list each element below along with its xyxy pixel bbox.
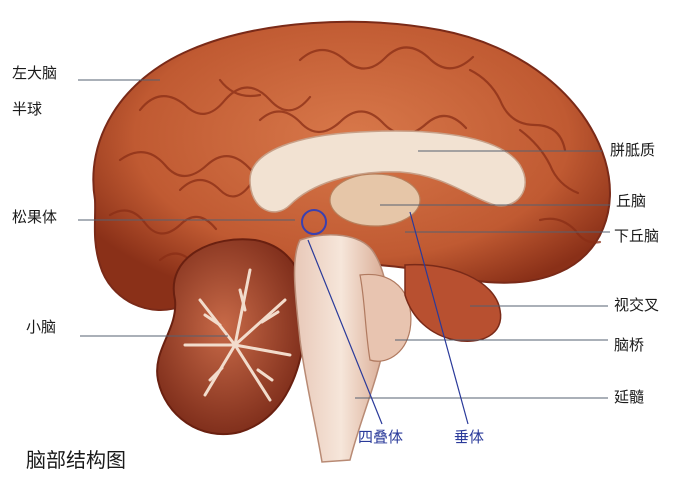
label-pineal-body: 松果体 (12, 208, 58, 226)
label-optic-chiasm: 视交叉 (614, 296, 660, 314)
label-thalamus: 丘脑 (616, 192, 647, 210)
label-medulla: 延髓 (614, 388, 645, 406)
label-corpus-callosum: 胼胝质 (610, 141, 656, 159)
temporal-lobe (404, 263, 502, 342)
figure-caption: 脑部结构图 (26, 448, 126, 472)
label-corpora-quadrigemina: 四叠体 (358, 428, 404, 446)
arbor-vitae (183, 268, 292, 402)
label-cerebellum: 小脑 (26, 318, 57, 336)
label-left-hemisphere-2: 半球 (12, 100, 43, 118)
label-hypothalamus: 下丘脑 (614, 227, 660, 245)
pons-shape (359, 273, 412, 362)
thalamus-shape (329, 173, 421, 227)
pineal-marker (301, 209, 327, 235)
leader-lines (78, 79, 610, 399)
label-pituitary: 垂体 (454, 428, 485, 446)
blue-leader-lines (307, 211, 469, 425)
cerebellum-shape (156, 238, 308, 436)
label-left-hemisphere-1: 左大脑 (12, 64, 58, 82)
label-pons: 脑桥 (614, 336, 645, 354)
